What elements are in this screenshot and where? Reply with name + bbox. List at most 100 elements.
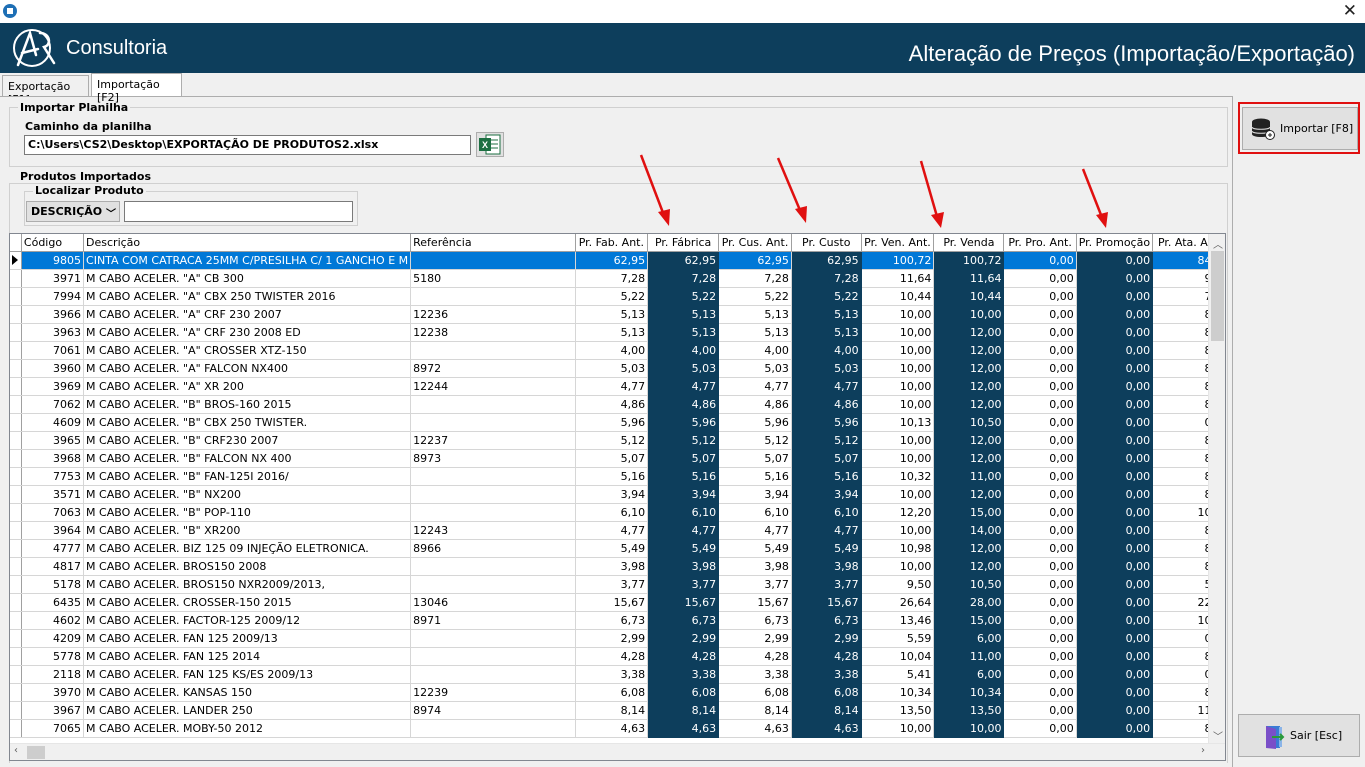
table-cell[interactable]: 10,00 <box>933 719 1005 738</box>
table-cell[interactable]: 5,13 <box>718 323 792 342</box>
table-cell[interactable]: 5,12 <box>791 431 862 450</box>
vertical-scroll-thumb[interactable] <box>1211 251 1224 341</box>
table-cell[interactable]: M CABO ACELER. CROSSER-150 2015 <box>83 593 412 612</box>
table-cell[interactable]: 0,00 <box>1003 647 1077 666</box>
table-cell[interactable]: 3,77 <box>647 575 720 594</box>
table-cell[interactable]: 0,00 <box>1076 449 1154 468</box>
row-header[interactable] <box>10 593 22 612</box>
table-cell[interactable] <box>410 413 576 432</box>
table-cell[interactable]: 5778 <box>21 647 85 666</box>
table-cell[interactable]: 0,00 <box>1003 557 1077 576</box>
row-header[interactable] <box>10 521 22 540</box>
table-cell[interactable]: CINTA COM CATRACA 25MM C/PRESILHA C/ 1 G… <box>83 251 412 270</box>
table-cell[interactable]: 8,14 <box>718 701 792 720</box>
table-cell[interactable]: 0,00 <box>1003 287 1077 306</box>
exit-button[interactable]: Sair [Esc] <box>1238 714 1360 757</box>
table-cell[interactable]: 7994 <box>21 287 85 306</box>
table-cell[interactable]: 4,77 <box>718 377 792 396</box>
table-cell[interactable]: 5,12 <box>575 431 649 450</box>
table-cell[interactable]: 3,77 <box>575 575 649 594</box>
table-cell[interactable]: 0,00 <box>1076 575 1154 594</box>
table-cell[interactable]: 4,77 <box>575 377 649 396</box>
table-cell[interactable]: 6,10 <box>575 503 649 522</box>
table-cell[interactable]: M CABO ACELER. FAN 125 2009/13 <box>83 629 412 648</box>
table-cell[interactable]: 0,00 <box>1003 575 1077 594</box>
table-cell[interactable]: 5,12 <box>718 431 792 450</box>
table-row[interactable]: 4777 M CABO ACELER. BIZ 125 09 INJEÇÃO EL… <box>10 539 1225 558</box>
table-cell[interactable]: 3,94 <box>647 485 720 504</box>
table-cell[interactable]: M CABO ACELER. "B" CBX 250 TWISTER. <box>83 413 412 432</box>
table-cell[interactable]: 7,28 <box>575 269 649 288</box>
table-cell[interactable]: M CABO ACELER. "B" BROS-160 2015 <box>83 395 412 414</box>
table-cell[interactable] <box>410 629 576 648</box>
table-row[interactable]: 3963 M CABO ACELER. "A" CRF 230 2008 ED 12… <box>10 323 1225 342</box>
table-row[interactable]: 4602 M CABO ACELER. FACTOR-125 2009/12 897… <box>10 611 1225 630</box>
table-cell[interactable]: 5,13 <box>647 323 720 342</box>
row-header[interactable] <box>10 287 22 306</box>
table-cell[interactable]: 4,00 <box>647 341 720 360</box>
table-cell[interactable]: 26,64 <box>861 593 935 612</box>
column-header[interactable]: Referência <box>410 234 576 252</box>
table-cell[interactable]: M CABO ACELER. "B" NX200 <box>83 485 412 504</box>
table-cell[interactable]: 4,63 <box>575 719 649 738</box>
table-cell[interactable]: M CABO ACELER. MOBY-50 2012 <box>83 719 412 738</box>
row-header[interactable] <box>10 503 22 522</box>
table-cell[interactable]: 4,63 <box>791 719 862 738</box>
row-header[interactable] <box>10 341 22 360</box>
table-cell[interactable]: 12,00 <box>933 449 1005 468</box>
table-cell[interactable]: 0,00 <box>1003 683 1077 702</box>
table-cell[interactable]: 7062 <box>21 395 85 414</box>
table-cell[interactable]: 0,00 <box>1003 305 1077 324</box>
table-cell[interactable]: M CABO ACELER. "A" CB 300 <box>83 269 412 288</box>
table-cell[interactable]: 12238 <box>410 323 576 342</box>
table-cell[interactable]: 6,10 <box>647 503 720 522</box>
table-cell[interactable]: 15,00 <box>933 503 1005 522</box>
table-cell[interactable]: 13,46 <box>861 611 935 630</box>
table-cell[interactable]: 0,00 <box>1076 611 1154 630</box>
table-cell[interactable]: 3,98 <box>647 557 720 576</box>
table-cell[interactable]: 0,00 <box>1076 647 1154 666</box>
table-cell[interactable]: 10,04 <box>861 647 935 666</box>
table-cell[interactable]: 0,00 <box>1076 341 1154 360</box>
table-cell[interactable]: 13,50 <box>933 701 1005 720</box>
table-cell[interactable]: 10,98 <box>861 539 935 558</box>
search-field-select[interactable]: DESCRIÇÃO ﹀ <box>26 201 120 222</box>
table-cell[interactable]: 5,07 <box>575 449 649 468</box>
table-cell[interactable]: 0,00 <box>1076 557 1154 576</box>
table-cell[interactable]: 2,99 <box>791 629 862 648</box>
row-header[interactable] <box>10 665 22 684</box>
table-cell[interactable]: 5,03 <box>791 359 862 378</box>
table-cell[interactable]: 10,44 <box>933 287 1005 306</box>
table-cell[interactable] <box>410 341 576 360</box>
row-header[interactable] <box>10 359 22 378</box>
table-cell[interactable]: 3,94 <box>718 485 792 504</box>
table-cell[interactable]: 7,28 <box>791 269 862 288</box>
table-cell[interactable]: 13046 <box>410 593 576 612</box>
table-cell[interactable]: 4,77 <box>647 521 720 540</box>
row-header[interactable] <box>10 701 22 720</box>
table-cell[interactable]: 5,13 <box>647 305 720 324</box>
table-cell[interactable]: 0,00 <box>1003 467 1077 486</box>
table-cell[interactable]: 3964 <box>21 521 85 540</box>
table-cell[interactable]: 15,67 <box>791 593 862 612</box>
table-cell[interactable]: 4,28 <box>647 647 720 666</box>
table-cell[interactable]: 5,22 <box>575 287 649 306</box>
table-row[interactable]: 7062 M CABO ACELER. "B" BROS-160 2015 4,86… <box>10 395 1225 414</box>
table-cell[interactable]: 12,20 <box>861 503 935 522</box>
table-cell[interactable]: 10,50 <box>933 575 1005 594</box>
table-row[interactable]: 3970 M CABO ACELER. KANSAS 150 12239 6,08 6,… <box>10 683 1225 702</box>
table-cell[interactable]: 62,95 <box>575 251 649 270</box>
table-cell[interactable] <box>410 665 576 684</box>
table-cell[interactable] <box>410 647 576 666</box>
table-cell[interactable]: 8,14 <box>647 701 720 720</box>
table-cell[interactable]: 0,00 <box>1076 665 1154 684</box>
table-cell[interactable]: 6,00 <box>933 629 1005 648</box>
table-cell[interactable]: 11,64 <box>933 269 1005 288</box>
row-header[interactable] <box>10 377 22 396</box>
table-cell[interactable]: 0,00 <box>1003 395 1077 414</box>
table-cell[interactable]: 0,00 <box>1076 251 1154 270</box>
table-cell[interactable]: 0,00 <box>1003 251 1077 270</box>
table-cell[interactable]: 12236 <box>410 305 576 324</box>
products-grid[interactable]: Código Descrição Referência Pr. Fab. Ant. Pr… <box>9 233 1226 761</box>
table-cell[interactable]: 62,95 <box>718 251 792 270</box>
